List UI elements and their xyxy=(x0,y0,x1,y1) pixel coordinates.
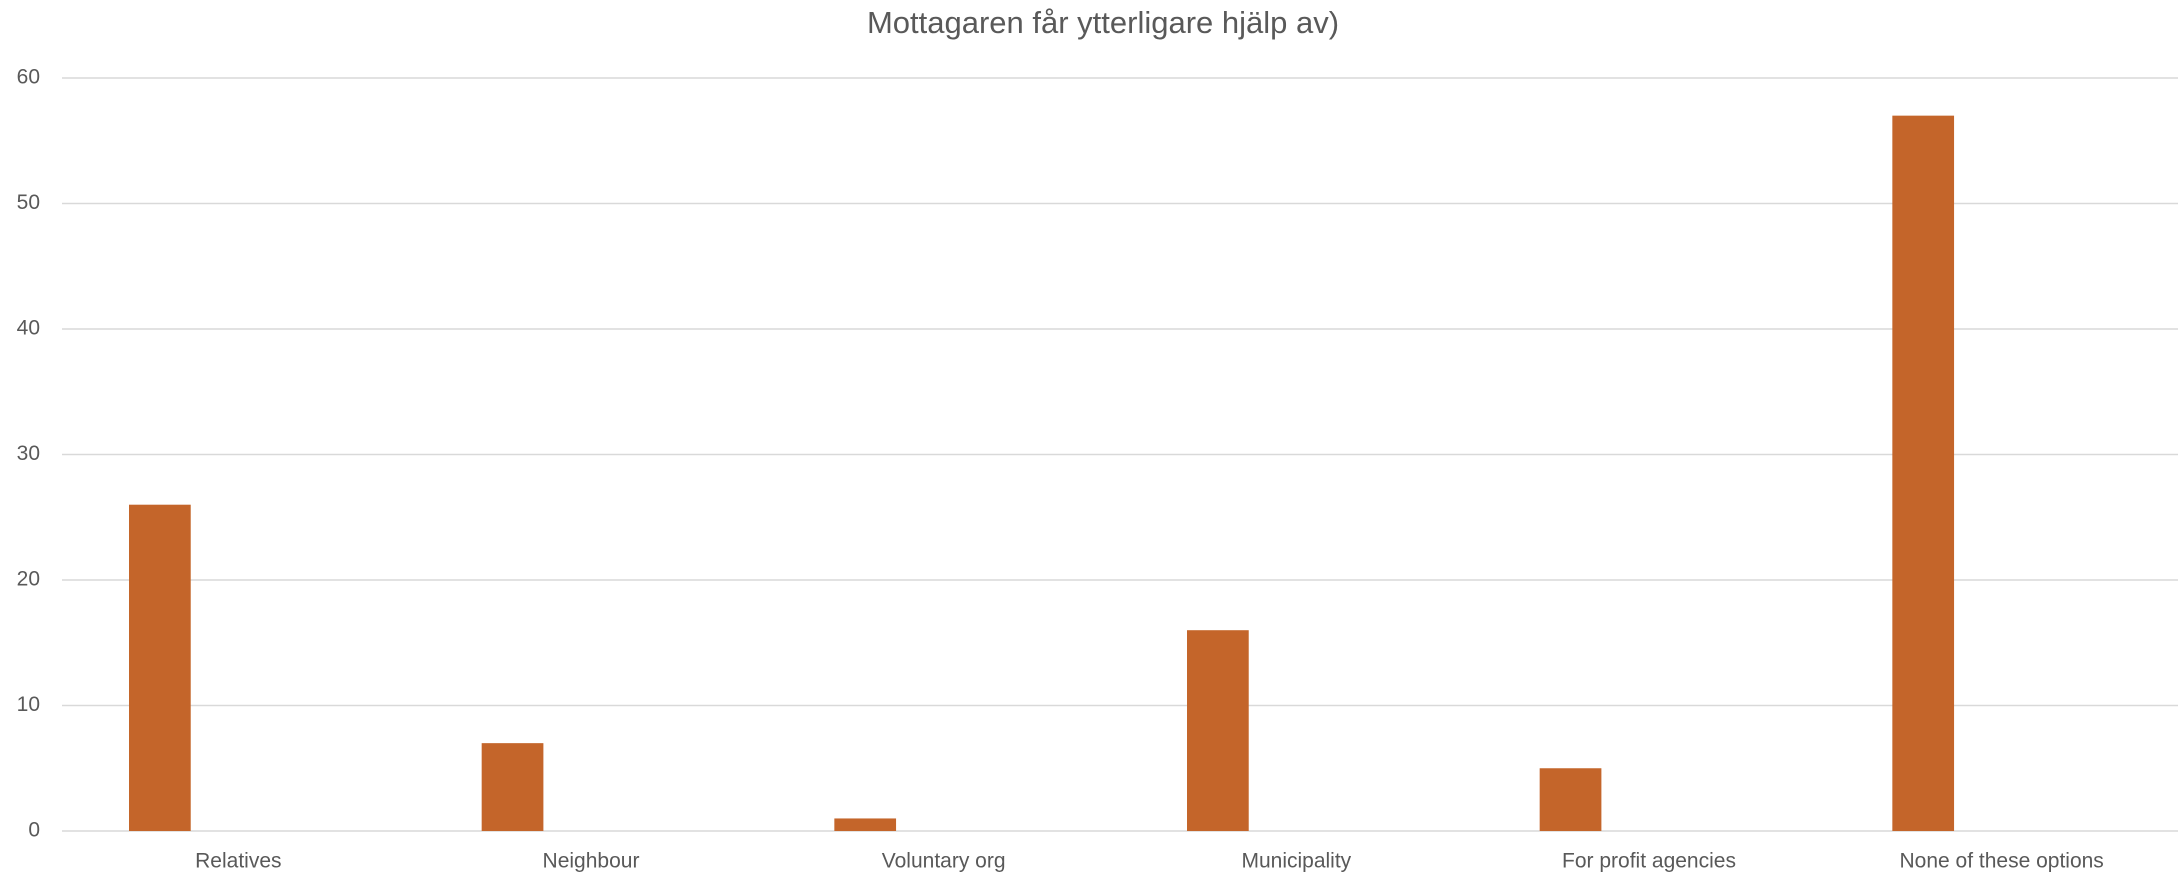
x-tick-label: None of these options xyxy=(1900,850,2104,873)
y-tick-label: 50 xyxy=(17,191,40,214)
x-tick-label: Relatives xyxy=(195,850,281,873)
bar xyxy=(129,504,191,831)
y-tick-label: 40 xyxy=(17,317,40,340)
x-tick-label: Municipality xyxy=(1241,850,1351,873)
x-tick-label: For profit agencies xyxy=(1562,850,1736,873)
bar xyxy=(1187,630,1249,831)
y-tick-label: 60 xyxy=(17,66,40,89)
bar xyxy=(834,818,897,831)
x-tick-label: Voluntary org xyxy=(882,850,1006,873)
y-tick-label: 10 xyxy=(17,693,40,716)
bar xyxy=(481,743,544,831)
y-tick-label: 0 xyxy=(28,819,40,842)
x-tick-label: Neighbour xyxy=(543,850,640,873)
y-tick-label: 20 xyxy=(17,568,40,591)
y-tick-label: 30 xyxy=(17,442,40,465)
bar xyxy=(1892,115,1955,831)
chart-title: Mottagaren får ytterligare hjälp av) xyxy=(867,5,1339,40)
bar xyxy=(1539,768,1602,831)
